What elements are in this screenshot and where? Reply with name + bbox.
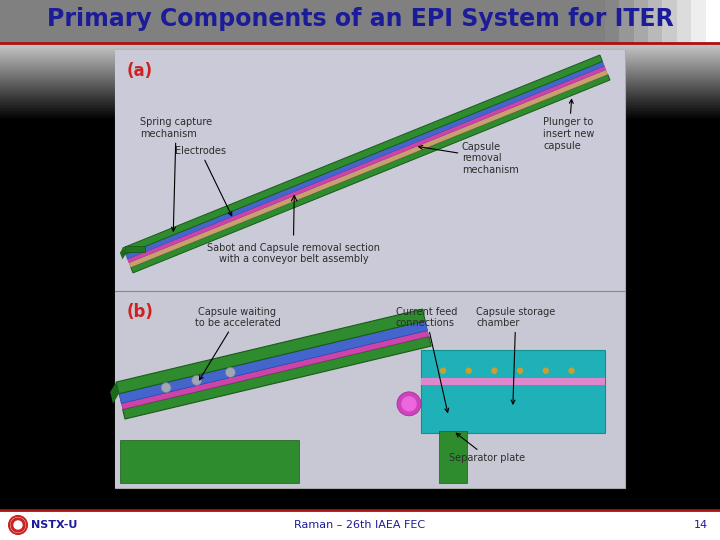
- Text: 14: 14: [694, 520, 708, 530]
- Bar: [115, 291, 625, 488]
- Bar: [0, 0, 720, 43]
- Circle shape: [397, 392, 421, 416]
- Polygon shape: [129, 70, 608, 267]
- Polygon shape: [121, 330, 429, 409]
- Bar: [115, 50, 625, 488]
- Text: Current feed
connections: Current feed connections: [395, 307, 457, 413]
- Polygon shape: [116, 309, 426, 394]
- Bar: [115, 50, 625, 291]
- Text: Sabot and Capsule removal section
with a conveyor belt assembly: Sabot and Capsule removal section with a…: [207, 242, 380, 264]
- Text: Electrodes: Electrodes: [175, 146, 232, 215]
- Circle shape: [11, 518, 25, 532]
- Text: Capsule
removal
mechanism: Capsule removal mechanism: [418, 141, 518, 175]
- Circle shape: [467, 368, 471, 373]
- Circle shape: [225, 367, 235, 377]
- Bar: [421, 378, 605, 385]
- Circle shape: [492, 368, 497, 373]
- Polygon shape: [120, 248, 125, 259]
- Text: Separator plate: Separator plate: [449, 433, 526, 463]
- Circle shape: [518, 368, 523, 373]
- Text: (a): (a): [127, 62, 153, 80]
- Text: Spring capture
mechanism: Spring capture mechanism: [140, 118, 212, 231]
- Text: Raman – 26th IAEA FEC: Raman – 26th IAEA FEC: [294, 520, 426, 530]
- Text: Plunger to
insert new
capsule: Plunger to insert new capsule: [544, 99, 595, 151]
- Text: (b): (b): [127, 303, 154, 321]
- Circle shape: [402, 397, 416, 411]
- Polygon shape: [127, 66, 606, 262]
- Circle shape: [161, 383, 171, 393]
- Text: Capsule storage
chamber: Capsule storage chamber: [476, 307, 555, 404]
- Circle shape: [441, 368, 446, 373]
- Polygon shape: [125, 62, 604, 259]
- Circle shape: [9, 516, 27, 534]
- Polygon shape: [123, 55, 603, 254]
- Text: Primary Components of an EPI System for ITER: Primary Components of an EPI System for …: [47, 7, 673, 31]
- Polygon shape: [131, 75, 610, 273]
- Circle shape: [544, 368, 549, 373]
- Bar: [120, 440, 299, 483]
- Text: NSTX-U: NSTX-U: [31, 520, 77, 530]
- Polygon shape: [110, 382, 119, 404]
- Text: Capsule waiting
to be accelerated: Capsule waiting to be accelerated: [194, 307, 280, 380]
- Polygon shape: [122, 336, 431, 419]
- Polygon shape: [125, 246, 145, 252]
- Circle shape: [569, 368, 574, 373]
- Circle shape: [192, 375, 202, 386]
- Bar: [0, 510, 720, 540]
- Bar: [439, 431, 467, 483]
- Bar: [421, 350, 605, 433]
- Polygon shape: [119, 321, 428, 403]
- Circle shape: [14, 521, 22, 529]
